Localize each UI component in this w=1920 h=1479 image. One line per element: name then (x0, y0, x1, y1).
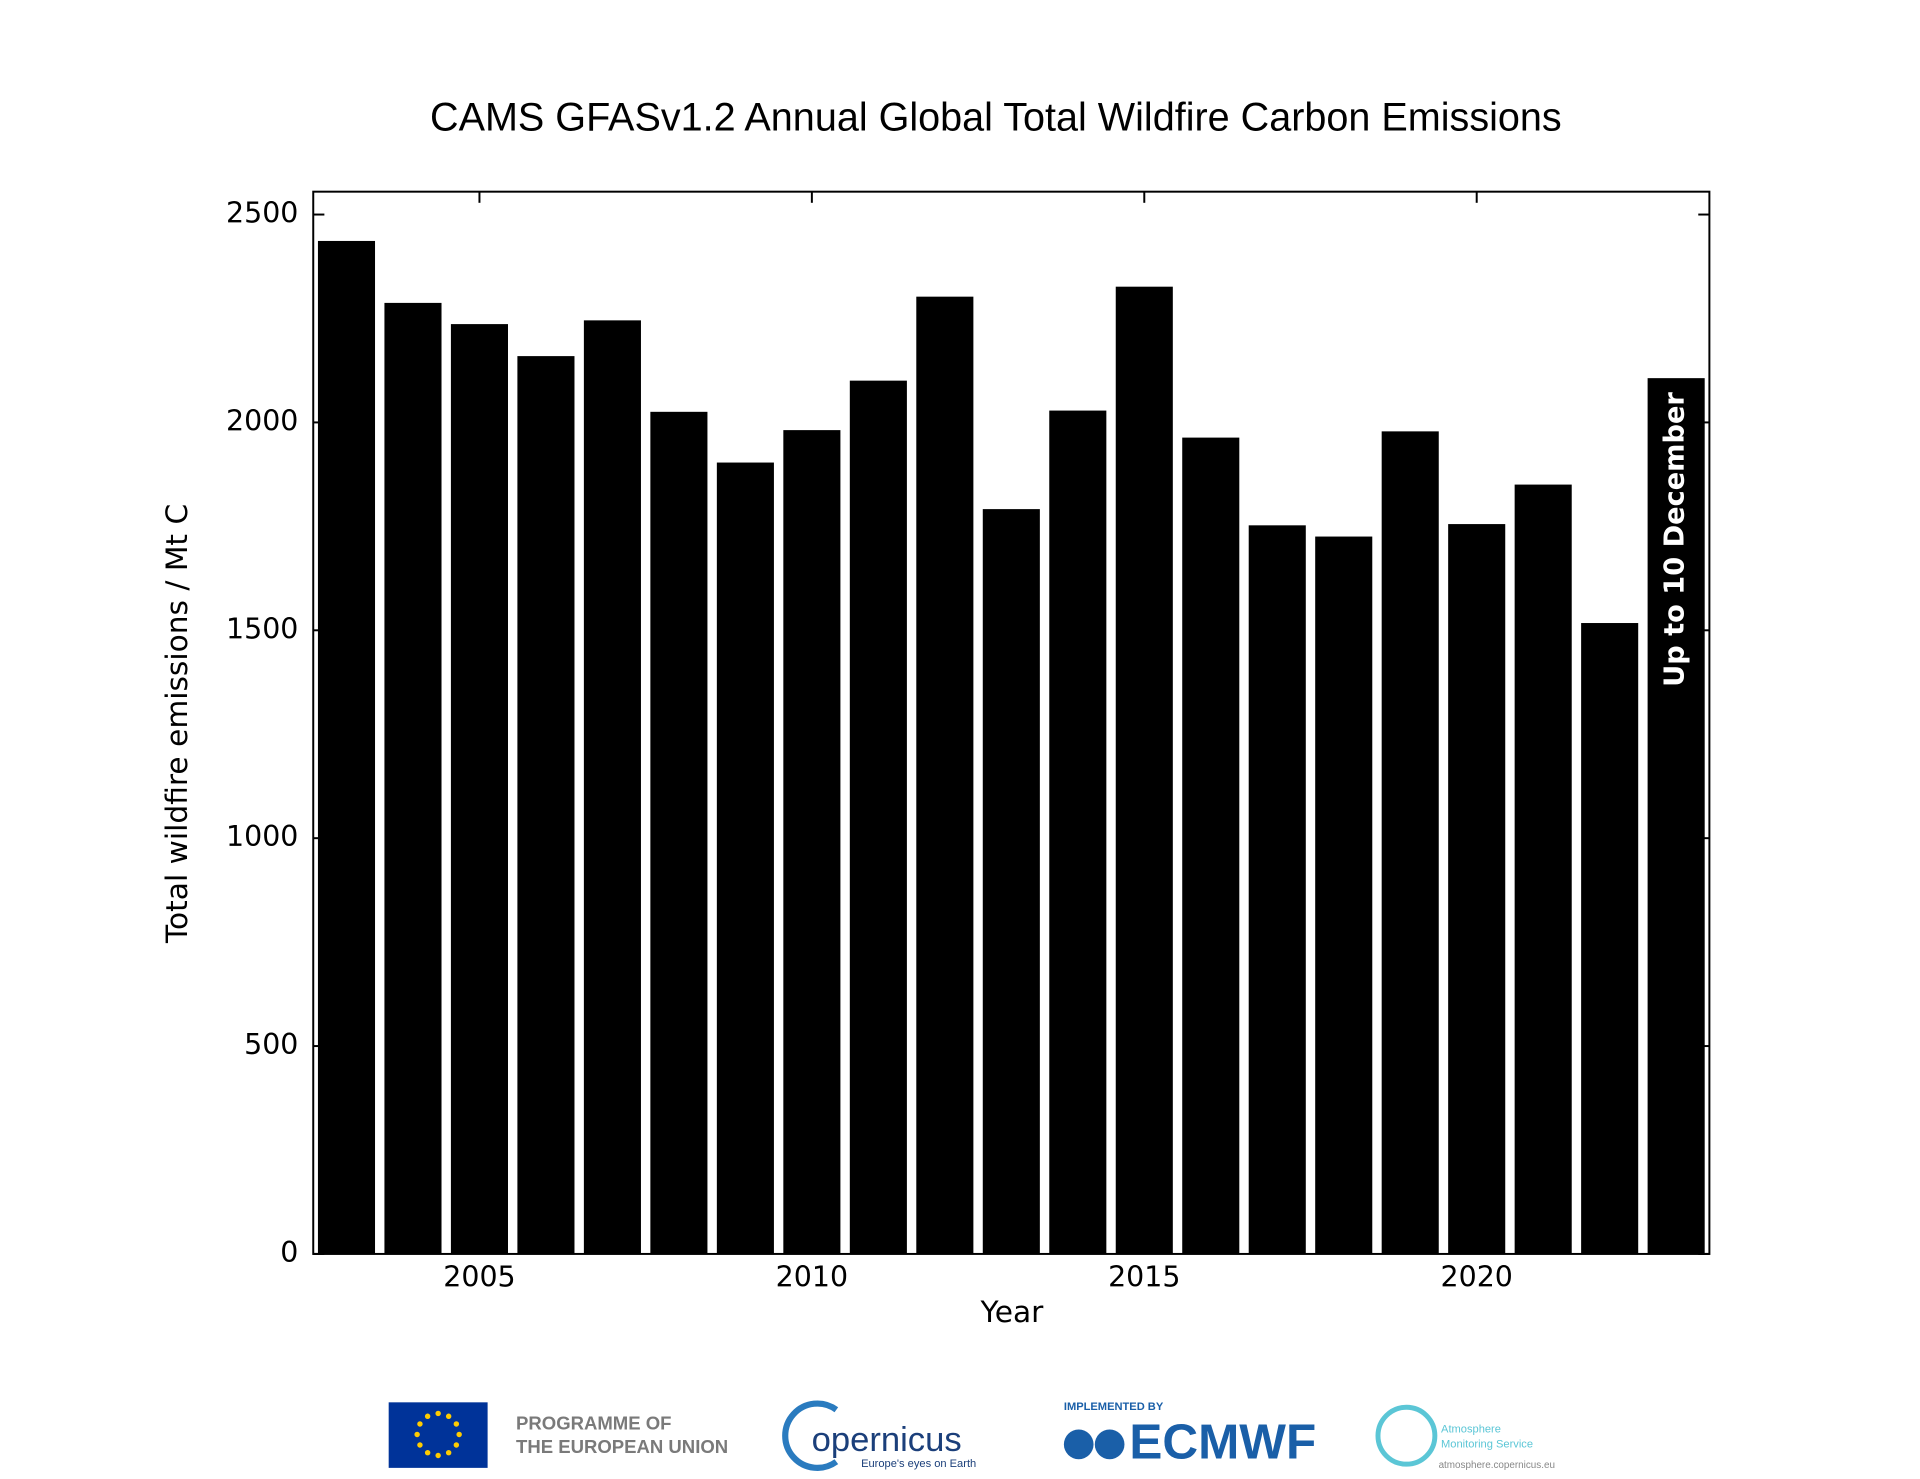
eu-star (453, 1421, 460, 1427)
bar (1514, 484, 1572, 1255)
bar (650, 411, 708, 1255)
y-tick-label: 1000 (226, 820, 298, 853)
eu-star (424, 1413, 431, 1419)
y-tick-label: 2000 (226, 404, 298, 437)
ecmwf-mark (1094, 1429, 1125, 1460)
bar (849, 380, 907, 1255)
y-axis-label: Total wildfire emissions / Mt C (159, 504, 194, 944)
bar (1049, 410, 1107, 1255)
logo-text: IMPLEMENTED BY (1064, 1401, 1164, 1413)
eu-star (414, 1431, 420, 1438)
logo-text: atmosphere.copernicus.eu (1439, 1460, 1555, 1471)
bar (384, 302, 442, 1255)
bar (450, 324, 508, 1255)
logo-strip: PROGRAMME OF THE EUROPEAN UNION opernicu… (388, 1400, 1555, 1471)
bar (1115, 286, 1173, 1255)
bar (1381, 431, 1439, 1255)
eu-stars (414, 1410, 462, 1459)
eu-star (456, 1431, 462, 1438)
x-tick-label: 2005 (443, 1261, 515, 1294)
plot-area: 0 500 1000 1500 2000 2500 2005 2010 2015 2020 Up t… (226, 190, 1711, 1294)
bar (583, 320, 641, 1255)
bar (716, 462, 774, 1255)
cams-mark (1375, 1404, 1438, 1467)
bar (982, 509, 1040, 1255)
bar (1315, 536, 1373, 1255)
plot-frame (312, 190, 1711, 1255)
chart-title: CAMS GFASv1.2 Annual Global Total Wildfi… (430, 95, 1562, 139)
logo-text: opernicus (812, 1421, 962, 1459)
x-tick-label: 2020 (1441, 1261, 1513, 1294)
x-axis-label: Year (980, 1294, 1045, 1329)
eu-star (435, 1410, 441, 1417)
bar (517, 356, 575, 1255)
y-tick-label: 500 (244, 1028, 298, 1061)
x-tick-label: 2015 (1108, 1261, 1180, 1294)
eu-star (417, 1442, 423, 1448)
bar (1182, 437, 1240, 1255)
annotation: Up to 10 December (1660, 392, 1691, 687)
bar (1581, 623, 1639, 1255)
y-tick-label: 1500 (226, 612, 298, 645)
bar (1448, 524, 1506, 1255)
logo-text: Atmosphere (1441, 1423, 1501, 1435)
eu-star (435, 1452, 441, 1459)
x-tick-label: 2010 (776, 1261, 848, 1294)
logo-text: ECMWF (1129, 1415, 1316, 1470)
bar (317, 240, 376, 1255)
copernicus-arc (782, 1400, 839, 1471)
bar (1647, 378, 1705, 1255)
eu-star (417, 1421, 423, 1427)
eu-star (445, 1449, 452, 1456)
bar (783, 430, 841, 1255)
logo-text: THE EUROPEAN UNION (516, 1436, 728, 1457)
ecmwf-mark (1063, 1429, 1094, 1460)
eu-star (445, 1413, 452, 1419)
logo-text: Monitoring Service (1441, 1438, 1533, 1450)
y-tick-label: 2500 (226, 197, 298, 230)
y-tick-label: 0 (280, 1236, 298, 1269)
eu-star (453, 1442, 460, 1448)
logo-text: Europe's eyes on Earth (861, 1458, 976, 1470)
logo-text: PROGRAMME OF (516, 1412, 671, 1433)
bar (916, 296, 974, 1255)
eu-star (424, 1449, 431, 1456)
bar (1248, 525, 1306, 1255)
